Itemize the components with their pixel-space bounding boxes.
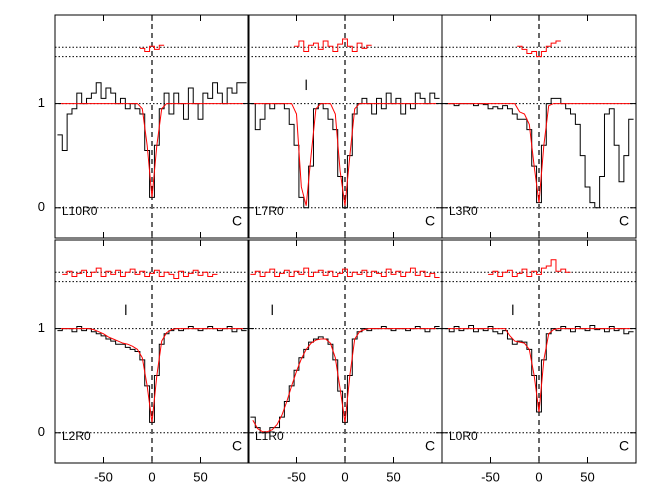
panel-label: L2R0 [62,429,91,443]
corner-label: C [232,438,242,454]
spectrum [62,267,218,280]
panel-label: L10R0 [62,204,98,218]
panel-label: L0R0 [449,429,478,443]
model-line [59,103,245,198]
x-tick-label: 50 [580,469,594,484]
corner-label: C [232,213,242,229]
panel [55,15,249,238]
x-tick-label: -50 [94,469,113,484]
x-tick-label: 50 [386,469,400,484]
spectrum [294,38,372,52]
panel [248,15,442,238]
corner-label: C [425,213,435,229]
corner-label: C [425,438,435,454]
model-line [59,328,245,423]
x-tick-label: -50 [287,469,306,484]
x-tick-label: 0 [535,469,542,484]
corner-label: C [619,213,629,229]
y-tick-label: 0 [38,424,45,439]
spectrum [57,82,247,198]
spectrum [250,267,440,279]
panel [442,15,636,238]
x-tick-label: 0 [148,469,155,484]
y-tick-label: 0 [38,199,45,214]
panel-label: L1R0 [255,429,284,443]
spectrum [517,40,561,58]
panel-label: L3R0 [449,204,478,218]
corner-label: C [619,438,629,454]
model-line [446,103,632,203]
panel-label: L7R0 [255,204,284,218]
model-line [446,328,632,413]
x-tick-label: 0 [341,469,348,484]
spectrum [488,259,571,277]
panel [55,240,249,463]
x-tick-label: -50 [481,469,500,484]
model-line [252,103,438,206]
spectrum [139,44,165,52]
model-line [252,328,438,433]
x-tick-label: 50 [193,469,207,484]
panel [248,240,442,463]
y-tick-label: 1 [38,95,45,110]
panel [442,240,636,463]
y-tick-label: 1 [38,320,45,335]
